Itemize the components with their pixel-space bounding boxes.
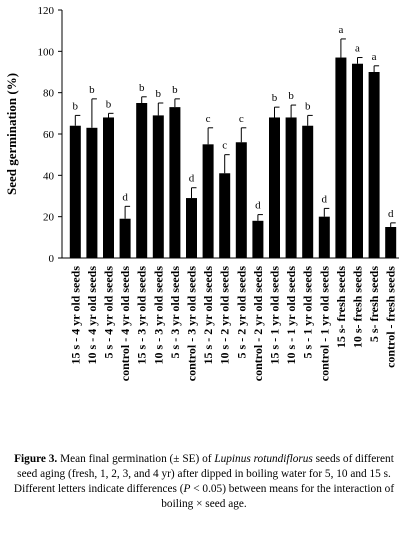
- caption-text: Mean final germination (± SE) of: [60, 453, 215, 465]
- x-tick-label: 10 s - 2 yr old seeds: [218, 266, 232, 365]
- significance-letter: d: [189, 173, 195, 185]
- bar: [103, 117, 114, 258]
- x-tick-label: 10 s - 1 yr old seeds: [284, 266, 298, 365]
- bar: [352, 63, 363, 258]
- y-tick-label: 20: [43, 212, 55, 224]
- significance-letter: b: [106, 98, 112, 110]
- significance-letter: b: [73, 100, 79, 112]
- y-tick-label: 40: [43, 170, 55, 182]
- bar: [335, 57, 347, 259]
- x-tick-label: 15 s - 2 yr old seeds: [201, 266, 215, 365]
- bar: [285, 117, 297, 258]
- significance-letter: b: [305, 100, 311, 112]
- significance-letter: d: [388, 208, 394, 220]
- x-tick-label: control - 2 yr old seeds: [251, 266, 265, 382]
- x-tick-label: 10 s- fresh seeds: [351, 266, 365, 348]
- x-tick-label: 5 s - 3 yr old seeds: [168, 266, 182, 359]
- bar: [69, 125, 81, 258]
- x-tick-label: 10 s - 3 yr old seeds: [151, 266, 165, 365]
- chart: Seed germination (%) 0 20 40 60 80 100 120 15 s…: [4, 5, 399, 382]
- x-tick-label: 5 s - 1 yr old seeds: [301, 266, 315, 359]
- significance-letter: b: [288, 90, 294, 102]
- bar: [385, 227, 397, 258]
- significance-letter: c: [206, 113, 211, 125]
- x-tick-label: 10 s - 4 yr old seeds: [85, 266, 99, 365]
- caption-label: Figure 3.: [14, 453, 58, 465]
- bar: [119, 218, 131, 258]
- bar: [152, 115, 164, 259]
- x-tick-label: 15 s- fresh seeds: [334, 266, 348, 348]
- bar: [252, 220, 264, 258]
- x-tick-label: 5 s - 2 yr old seeds: [234, 266, 248, 359]
- bar: [202, 144, 214, 258]
- significance-letter: d: [122, 191, 128, 203]
- bar: [368, 72, 380, 258]
- x-tick-label: 15 s - 3 yr old seeds: [135, 266, 149, 365]
- significance-letter: a: [355, 43, 360, 55]
- significance-letter: b: [172, 84, 178, 96]
- y-tick-label: 60: [43, 129, 55, 141]
- x-tick-label: control - 1 yr old seeds: [317, 266, 331, 382]
- significance-letter: c: [222, 140, 227, 152]
- bar: [302, 125, 314, 258]
- caption-text: seeds of different seed aging (fresh, 1,…: [13, 453, 394, 495]
- bar: [86, 127, 98, 258]
- y-tick-label: 100: [38, 46, 55, 58]
- caption-p: P: [183, 483, 191, 495]
- y-axis-title: Seed germination (%): [4, 73, 19, 195]
- significance-letter: b: [89, 84, 95, 96]
- x-tick-label: 15 s - 4 yr old seeds: [68, 266, 82, 365]
- x-tick-label: control - 3 yr old seeds: [185, 266, 199, 382]
- x-tick-label: control - fresh seeds: [384, 266, 398, 368]
- caption: Figure 3. Mean final germination (± SE) …: [10, 452, 398, 512]
- bar: [318, 216, 330, 258]
- x-tick-label: 5 s - 4 yr old seeds: [102, 266, 116, 359]
- significance-letter: b: [272, 92, 278, 104]
- significance-letter: a: [372, 51, 377, 63]
- significance-letter: d: [255, 200, 261, 212]
- bar: [136, 103, 148, 258]
- bar: [235, 142, 247, 258]
- x-tick-label: control - 4 yr old seeds: [118, 266, 132, 382]
- y-tick-label: 80: [43, 88, 55, 100]
- caption-text: < 0.05) between means for the interactio…: [161, 483, 395, 510]
- x-tick-label: 5 s- fresh seeds: [367, 266, 381, 342]
- x-tick-label: 15 s - 1 yr old seeds: [268, 266, 282, 365]
- significance-letter: b: [139, 82, 145, 94]
- significance-letter: b: [156, 88, 162, 100]
- y-tick-label: 0: [49, 253, 55, 265]
- significance-letter: a: [338, 24, 343, 36]
- caption-species: Lupinus rotundiflorus: [214, 453, 313, 465]
- bar: [169, 107, 181, 258]
- significance-letter: c: [239, 113, 244, 125]
- bar: [269, 117, 280, 258]
- bar: [186, 198, 197, 258]
- bar: [219, 173, 231, 258]
- y-tick-label: 120: [38, 5, 55, 17]
- significance-letter: d: [322, 193, 328, 205]
